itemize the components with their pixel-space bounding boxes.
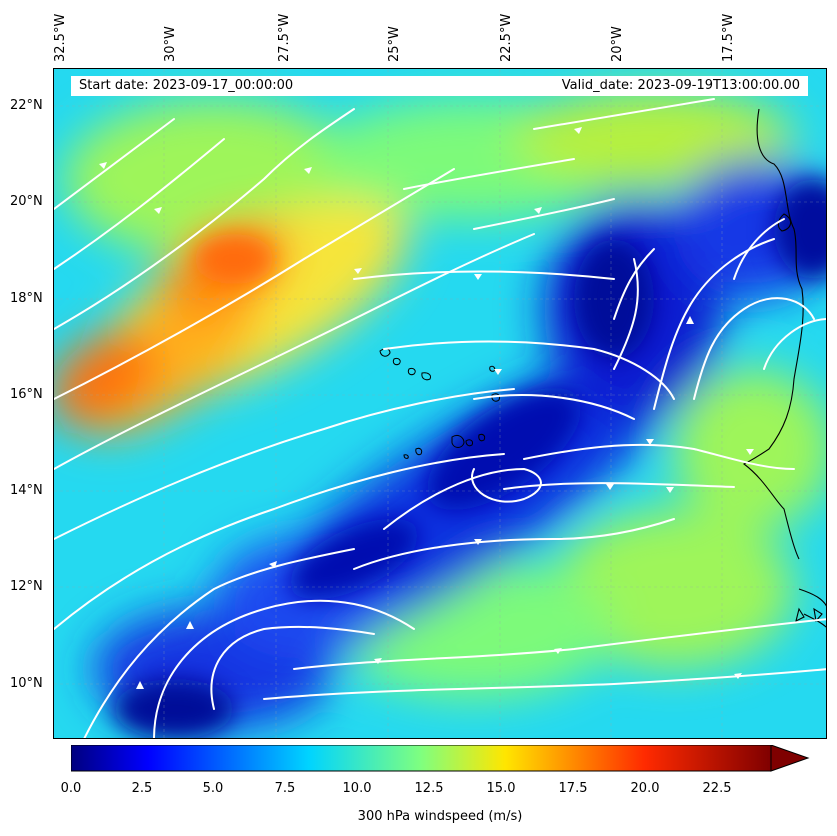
colorbar-tick-20: 20.0: [630, 781, 660, 796]
colorbar-tick-15: 15.0: [486, 781, 516, 796]
lon-label-20w: 20°W: [610, 26, 625, 62]
lat-label-18n: 18°N: [10, 291, 43, 306]
lon-label-32-5w: 32.5°W: [53, 13, 68, 62]
lon-label-30w: 30°W: [163, 26, 178, 62]
windspeed-map-svg: [54, 69, 826, 738]
lat-label-22n: 22°N: [10, 98, 43, 113]
date-info-bar: Start date: 2023-09-17_00:00:00 Valid_da…: [71, 76, 808, 96]
start-date-text: Start date: 2023-09-17_00:00:00: [79, 78, 294, 93]
lat-label-12n: 12°N: [10, 579, 43, 594]
windspeed-map: Start date: 2023-09-17_00:00:00 Valid_da…: [53, 68, 827, 739]
lat-label-20n: 20°N: [10, 194, 43, 209]
colorbar: [71, 745, 810, 772]
lon-label-17-5w: 17.5°W: [721, 13, 736, 62]
streamline-arrows: [99, 127, 754, 689]
lat-label-16n: 16°N: [10, 387, 43, 402]
lon-label-25w: 25°W: [387, 26, 402, 62]
valid-date-text: Valid_date: 2023-09-19T13:00:00.00: [561, 78, 800, 93]
streamlines: [54, 98, 826, 738]
lat-label-10n: 10°N: [10, 676, 43, 691]
lon-label-22-5w: 22.5°W: [499, 13, 514, 62]
colorbar-tick-0: 0.0: [60, 781, 82, 796]
colorbar-tick-2-5: 2.5: [131, 781, 153, 796]
coastline: [742, 108, 826, 628]
lat-label-14n: 14°N: [10, 483, 43, 498]
colorbar-tick-22-5: 22.5: [702, 781, 732, 796]
islands: [379, 348, 500, 459]
colorbar-tick-5: 5.0: [202, 781, 224, 796]
lon-label-27-5w: 27.5°W: [277, 13, 292, 62]
colorbar-tick-10: 10.0: [342, 781, 372, 796]
colorbar-tick-7-5: 7.5: [274, 781, 296, 796]
colorbar-label: 300 hPa windspeed (m/s): [357, 809, 523, 824]
colorbar-tick-17-5: 17.5: [558, 781, 588, 796]
colorbar-tick-12-5: 12.5: [414, 781, 444, 796]
